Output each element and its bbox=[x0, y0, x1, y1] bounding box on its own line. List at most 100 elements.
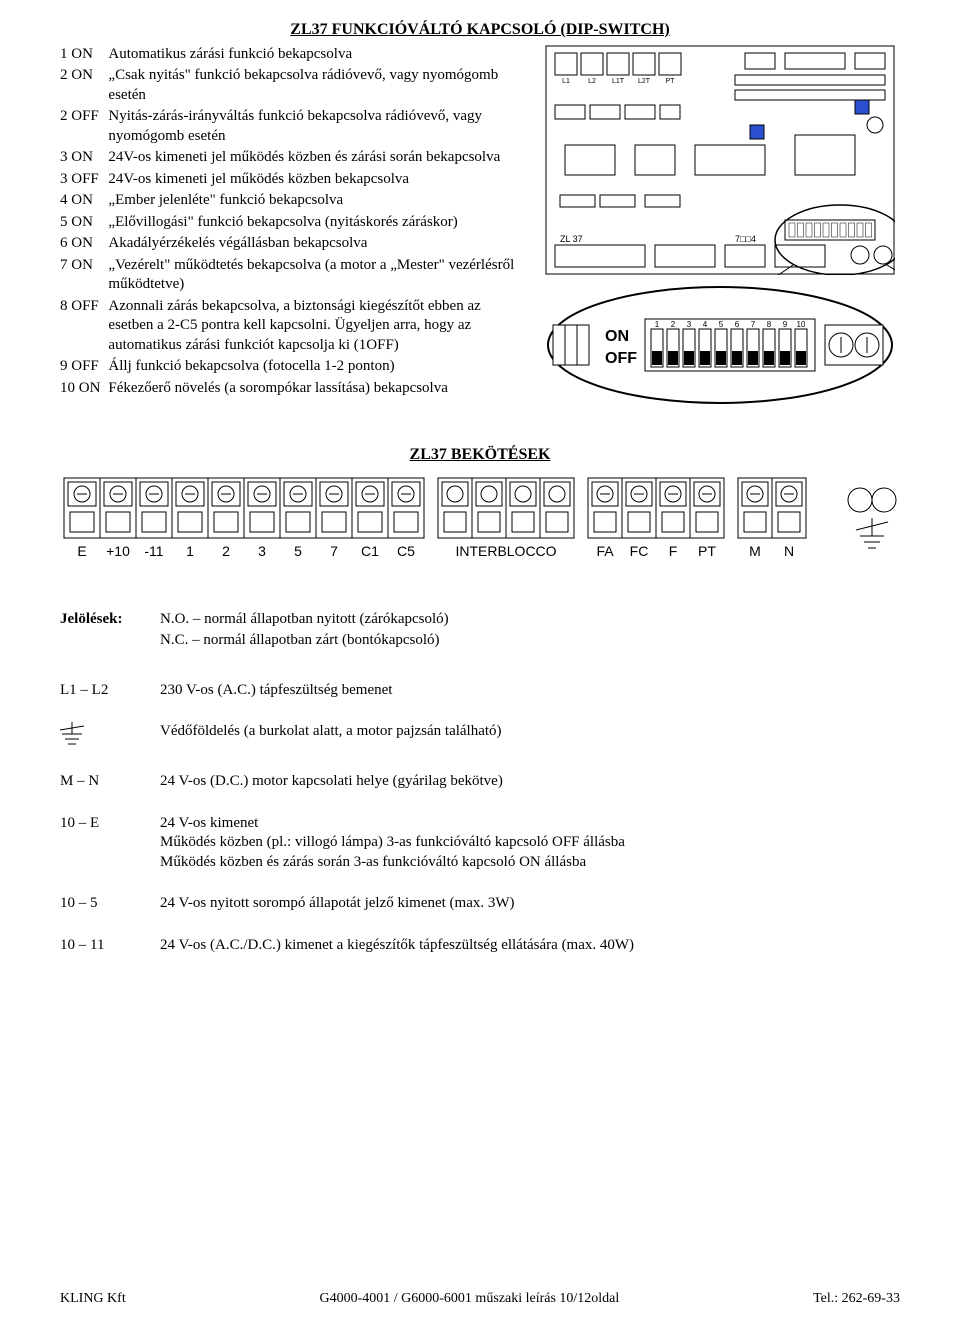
dip-row: 5 ON„Elővillogási" funkció bekapcsolva (… bbox=[60, 213, 524, 235]
zoom-off-label: OFF bbox=[605, 350, 637, 367]
svg-text:M: M bbox=[749, 543, 761, 559]
svg-text:1: 1 bbox=[186, 543, 194, 559]
svg-text:FC: FC bbox=[630, 543, 649, 559]
dip-row: 4 ON„Ember jelenléte" funkció bekapcsolv… bbox=[60, 191, 524, 213]
dip-desc: 24V-os kimeneti jel működés közben bekap… bbox=[108, 170, 524, 192]
connection-label: 10 – 11 bbox=[60, 936, 132, 956]
connection-line: 230 V-os (A.C.) tápfeszültség bemenet bbox=[160, 681, 392, 701]
connection-line: Működés közben és zárás során 3-as funkc… bbox=[160, 853, 625, 873]
footer-left: KLING Kft bbox=[60, 1290, 126, 1308]
dip-row: 9 OFFÁllj funkció bekapcsolva (fotocella… bbox=[60, 357, 524, 379]
zoom-on-label: ON bbox=[605, 328, 629, 345]
connection-line: Működés közben (pl.: villogó lámpa) 3-as… bbox=[160, 833, 625, 853]
connection-line: 24 V-os kimenet bbox=[160, 814, 625, 834]
connection-row: Védőföldelés (a burkolat alatt, a motor … bbox=[60, 722, 900, 750]
dip-row: 2 OFFNyitás-zárás-irányváltás funkció be… bbox=[60, 107, 524, 148]
pcb-board-diagram: L1L2L1TL2TPT bbox=[545, 45, 895, 275]
dip-row: 2 ON„Csak nyitás" funkció bekapcsolva rá… bbox=[60, 66, 524, 107]
connections-block: L1 – L2 230 V-os (A.C.) tápfeszültség bem… bbox=[60, 681, 900, 956]
svg-text:INTERBLOCCO: INTERBLOCCO bbox=[455, 543, 556, 559]
dip-code: 3 ON bbox=[60, 148, 108, 170]
connection-line: 24 V-os (A.C./D.C.) kimenet a kiegészítő… bbox=[160, 936, 634, 956]
dip-code: 3 OFF bbox=[60, 170, 108, 192]
section-title-bekotesek: ZL37 BEKÖTÉSEK bbox=[60, 445, 900, 466]
svg-text:7: 7 bbox=[330, 543, 338, 559]
svg-text:9: 9 bbox=[783, 320, 788, 329]
dip-code: 9 OFF bbox=[60, 357, 108, 379]
dip-code: 6 ON bbox=[60, 234, 108, 256]
svg-text:8: 8 bbox=[767, 320, 772, 329]
footer-right: Tel.: 262-69-33 bbox=[813, 1290, 900, 1308]
svg-text:3: 3 bbox=[258, 543, 266, 559]
connection-text: 24 V-os (D.C.) motor kapcsolati helye (g… bbox=[160, 772, 503, 792]
dip-code: 7 ON bbox=[60, 256, 108, 297]
svg-text:-11: -11 bbox=[144, 543, 163, 559]
legend-text: N.O. – normál állapotban nyitott (záróka… bbox=[160, 610, 449, 653]
dip-code: 5 ON bbox=[60, 213, 108, 235]
svg-text:10: 10 bbox=[797, 320, 806, 329]
terminal-strip-diagram: E +10 -11 1 2 3 5 7 C1 C5 INTERBLOCCO FA FC F PT M N bbox=[60, 470, 900, 580]
dip-row: 8 OFFAzonnali zárás bekapcsolva, a bizto… bbox=[60, 297, 524, 358]
svg-text:5: 5 bbox=[294, 543, 302, 559]
board-illustration-area: L1L2L1TL2TPT bbox=[540, 45, 900, 405]
svg-text:5: 5 bbox=[719, 320, 724, 329]
connection-row: M – N 24 V-os (D.C.) motor kapcsolati hel… bbox=[60, 772, 900, 792]
connection-label: 10 – 5 bbox=[60, 894, 132, 914]
svg-text:+10: +10 bbox=[106, 543, 130, 559]
dip-desc: Fékezőerő növelés (a sorompókar lassítás… bbox=[108, 379, 524, 401]
dip-zoom-diagram: ON OFF 12345678910 bbox=[545, 285, 895, 405]
connection-label: M – N bbox=[60, 772, 132, 792]
svg-text:L1T: L1T bbox=[612, 78, 625, 85]
page-footer: KLING Kft G4000-4001 / G6000-6001 műszak… bbox=[60, 1290, 900, 1308]
svg-text:E: E bbox=[77, 543, 86, 559]
svg-text:FA: FA bbox=[596, 543, 614, 559]
dip-code: 2 ON bbox=[60, 66, 108, 107]
connection-row: 10 – E 24 V-os kimenetMűködés közben (pl.… bbox=[60, 814, 900, 873]
connection-text: 24 V-os (A.C./D.C.) kimenet a kiegészítő… bbox=[160, 936, 634, 956]
svg-text:C1: C1 bbox=[361, 543, 379, 559]
ground-icon bbox=[60, 722, 132, 750]
dip-desc: 24V-os kimeneti jel működés közben és zá… bbox=[108, 148, 524, 170]
dip-desc: „Ember jelenléte" funkció bekapcsolva bbox=[108, 191, 524, 213]
dip-desc: Automatikus zárási funkció bekapcsolva bbox=[108, 45, 524, 67]
svg-text:L2T: L2T bbox=[638, 78, 651, 85]
connection-label: 10 – E bbox=[60, 814, 132, 834]
connection-text: 24 V-os nyitott sorompó állapotát jelző … bbox=[160, 894, 515, 914]
svg-text:2: 2 bbox=[222, 543, 230, 559]
legend-nc: N.C. – normál állapotban zárt (bontókapc… bbox=[160, 631, 449, 651]
connection-text: 24 V-os kimenetMűködés közben (pl.: vill… bbox=[160, 814, 625, 873]
connection-text: 230 V-os (A.C.) tápfeszültség bemenet bbox=[160, 681, 392, 701]
legend-no: N.O. – normál állapotban nyitott (záróka… bbox=[160, 610, 449, 630]
svg-text:F: F bbox=[669, 543, 678, 559]
dip-row: 10 ONFékezőerő növelés (a sorompókar las… bbox=[60, 379, 524, 401]
dip-code: 4 ON bbox=[60, 191, 108, 213]
svg-text:7: 7 bbox=[751, 320, 756, 329]
dip-desc: „Csak nyitás" funkció bekapcsolva rádióv… bbox=[108, 66, 524, 107]
dip-code: 8 OFF bbox=[60, 297, 108, 358]
connection-text: Védőföldelés (a burkolat alatt, a motor … bbox=[160, 722, 502, 742]
dip-desc: Állj funkció bekapcsolva (fotocella 1-2 … bbox=[108, 357, 524, 379]
svg-text:6: 6 bbox=[735, 320, 740, 329]
connection-line: Védőföldelés (a burkolat alatt, a motor … bbox=[160, 722, 502, 742]
dip-row: 1 ONAutomatikus zárási funkció bekapcsol… bbox=[60, 45, 524, 67]
connection-row: 10 – 5 24 V-os nyitott sorompó állapotát … bbox=[60, 894, 900, 914]
svg-text:N: N bbox=[784, 543, 794, 559]
dip-desc: „Vezérelt" működtetés bekapcsolva (a mot… bbox=[108, 256, 524, 297]
footer-center: G4000-4001 / G6000-6001 műszaki leírás 1… bbox=[320, 1290, 620, 1308]
dip-code: 10 ON bbox=[60, 379, 108, 401]
dip-desc: Azonnali zárás bekapcsolva, a biztonsági… bbox=[108, 297, 524, 358]
connection-label: L1 – L2 bbox=[60, 681, 132, 701]
connection-row: 10 – 11 24 V-os (A.C./D.C.) kimenet a kie… bbox=[60, 936, 900, 956]
svg-text:C5: C5 bbox=[397, 543, 415, 559]
legend-block: Jelölések: N.O. – normál állapotban nyit… bbox=[60, 610, 900, 653]
dip-row: 3 OFF24V-os kimeneti jel működés közben … bbox=[60, 170, 524, 192]
svg-text:PT: PT bbox=[698, 543, 716, 559]
board-marking: 7□□4 bbox=[735, 234, 756, 244]
dip-row: 3 ON24V-os kimeneti jel működés közben é… bbox=[60, 148, 524, 170]
section-title-dip: ZL37 FUNKCIÓVÁLTÓ KAPCSOLÓ (DIP-SWITCH) bbox=[60, 20, 900, 41]
dip-code: 1 ON bbox=[60, 45, 108, 67]
dip-desc: Nyitás-zárás-irányváltás funkció bekapcs… bbox=[108, 107, 524, 148]
dip-table: 1 ONAutomatikus zárási funkció bekapcsol… bbox=[60, 45, 524, 401]
dip-desc: „Elővillogási" funkció bekapcsolva (nyit… bbox=[108, 213, 524, 235]
connection-line: 24 V-os (D.C.) motor kapcsolati helye (g… bbox=[160, 772, 503, 792]
